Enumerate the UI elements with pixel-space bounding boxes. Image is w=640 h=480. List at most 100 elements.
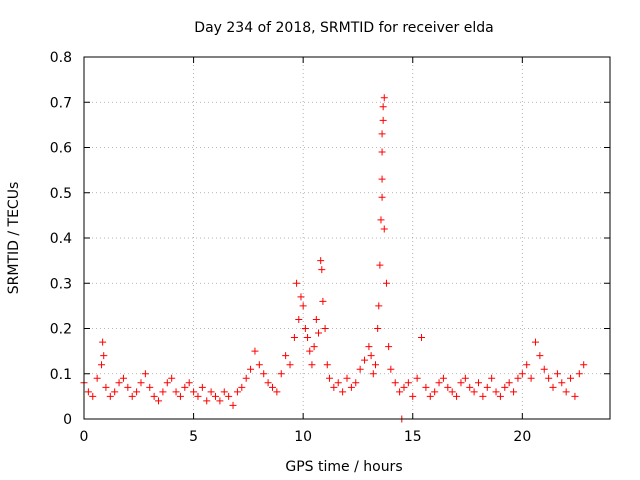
data-point xyxy=(137,379,145,387)
data-point xyxy=(89,392,97,400)
plot-frame xyxy=(83,56,611,420)
data-point xyxy=(367,352,375,360)
data-point xyxy=(318,266,326,274)
y-tick-label: 0.1 xyxy=(50,367,72,383)
y-axis-title: SRMTID / TECUs xyxy=(6,182,22,295)
data-point xyxy=(514,374,522,382)
data-point xyxy=(334,379,342,387)
data-point xyxy=(369,370,377,378)
data-point xyxy=(374,325,382,332)
data-point xyxy=(470,388,478,396)
data-point xyxy=(379,103,387,111)
data-point xyxy=(518,370,526,378)
data-point xyxy=(99,338,107,346)
data-point xyxy=(220,388,228,396)
data-point xyxy=(229,401,237,409)
data-point xyxy=(426,392,434,400)
data-point xyxy=(361,356,369,364)
data-point xyxy=(379,116,387,124)
axis-ticks: 0 0.1 0.2 0.3 0.4 0.5 0.6 0.7 0.8 0 5 10 15 20 xyxy=(50,50,610,445)
chart-title: Day 234 of 2018, SRMTID for receiver eld… xyxy=(194,20,493,36)
data-point xyxy=(523,361,531,369)
data-point xyxy=(282,352,290,360)
data-point xyxy=(133,388,141,396)
data-point xyxy=(448,388,456,396)
data-point xyxy=(277,370,285,378)
data-point xyxy=(203,397,211,405)
data-point xyxy=(290,334,298,342)
data-point xyxy=(190,388,198,396)
data-point xyxy=(150,392,158,400)
y-tick-label: 0.2 xyxy=(50,322,72,338)
data-point xyxy=(488,374,496,382)
x-tick-label: 20 xyxy=(513,429,531,445)
data-point xyxy=(312,315,320,323)
y-tick-label: 0.7 xyxy=(50,95,72,111)
data-point xyxy=(297,293,305,301)
data-point xyxy=(93,374,101,382)
data-point xyxy=(198,383,206,391)
data-point xyxy=(128,392,136,400)
x-tick-label: 0 xyxy=(80,429,89,445)
data-point xyxy=(172,388,180,396)
data-point xyxy=(159,388,167,396)
data-point xyxy=(315,329,323,337)
data-point xyxy=(306,347,314,355)
y-tick-label: 0 xyxy=(63,412,72,428)
data-point xyxy=(124,383,132,391)
y-tick-label: 0.6 xyxy=(50,141,72,157)
data-point xyxy=(317,257,325,265)
data-point xyxy=(207,388,215,396)
data-point xyxy=(260,370,268,378)
data-point xyxy=(483,383,491,391)
data-point xyxy=(84,388,92,396)
data-point xyxy=(540,365,548,373)
data-point xyxy=(371,361,379,369)
data-point xyxy=(380,94,388,102)
y-tick-label: 0.5 xyxy=(50,186,72,202)
data-point xyxy=(396,388,404,396)
y-tick-label: 0.4 xyxy=(50,231,72,247)
grid xyxy=(84,57,610,419)
data-point xyxy=(375,302,383,310)
data-point xyxy=(382,279,390,287)
x-axis-title: GPS time / hours xyxy=(285,459,402,475)
data-point xyxy=(339,388,347,396)
data-point xyxy=(400,383,408,391)
data-point xyxy=(100,352,108,360)
data-point xyxy=(343,374,351,382)
data-point xyxy=(323,361,331,369)
data-point xyxy=(391,379,399,387)
data-point xyxy=(176,392,184,400)
data-point xyxy=(492,388,500,396)
data-point xyxy=(194,392,202,400)
data-point xyxy=(242,374,250,382)
data-point xyxy=(457,379,465,387)
y-tick-label: 0.3 xyxy=(50,276,72,292)
data-point xyxy=(444,383,452,391)
series-srmtid xyxy=(80,94,588,423)
data-point xyxy=(580,361,588,369)
data-point xyxy=(431,388,439,396)
data-point xyxy=(385,343,393,351)
data-point xyxy=(264,379,272,387)
data-point xyxy=(321,325,329,332)
data-point xyxy=(496,392,504,400)
data-point xyxy=(310,343,318,351)
data-point xyxy=(378,193,386,201)
data-point xyxy=(439,374,447,382)
data-point xyxy=(119,374,127,382)
data-point xyxy=(562,388,570,396)
data-point xyxy=(255,361,263,369)
data-point xyxy=(352,379,360,387)
data-point xyxy=(273,388,281,396)
data-point xyxy=(347,383,355,391)
data-point xyxy=(102,383,110,391)
data-point xyxy=(413,374,421,382)
data-point xyxy=(181,383,189,391)
data-point xyxy=(168,374,176,382)
data-point xyxy=(553,370,561,378)
data-point xyxy=(98,361,106,369)
data-point xyxy=(293,279,301,287)
